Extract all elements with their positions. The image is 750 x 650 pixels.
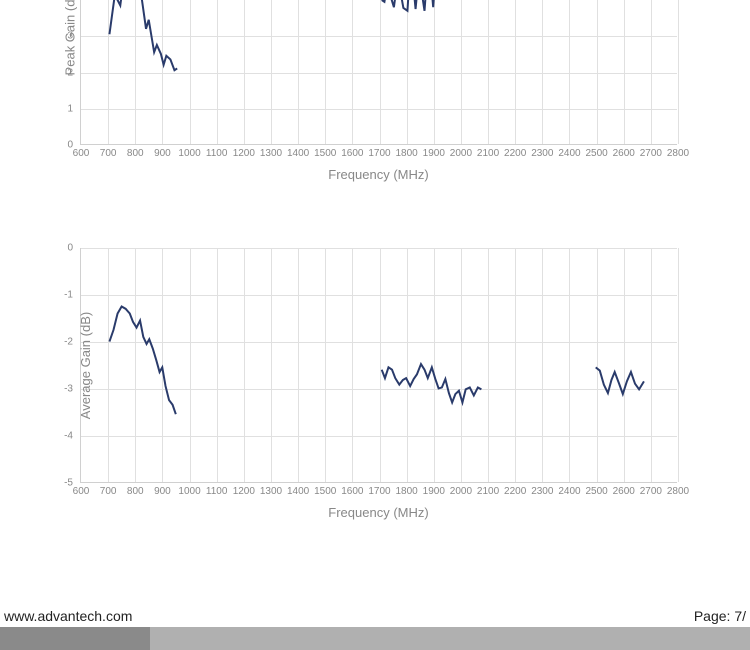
average-gain-series-1 [382, 364, 482, 402]
xtick-label: 1800 [396, 486, 418, 497]
xtick-label: 900 [154, 486, 171, 497]
footer-stripe-light [150, 627, 750, 650]
ytick-label: 0 [67, 243, 73, 254]
xtick-label: 2100 [477, 486, 499, 497]
xtick-label: 600 [73, 486, 90, 497]
xtick-label: 800 [127, 486, 144, 497]
xtick-label: 2200 [504, 486, 526, 497]
xtick-label: 1000 [178, 486, 200, 497]
xtick-label: 2700 [640, 486, 662, 497]
xtick-label: 1900 [423, 486, 445, 497]
average-gain-chart: 600 700 800 900 1000 1100 1200 1300 1400 1500 1600… [0, 0, 750, 650]
average-gain-plot-area: 6007008009001000110012001300140015001600… [80, 248, 677, 483]
ytick-label: -5 [64, 478, 73, 489]
ytick-label: -3 [64, 384, 73, 395]
footer-stripe [0, 627, 750, 650]
page-footer: www.advantech.com Page: 7/ [0, 605, 750, 650]
xtick-label: 2600 [613, 486, 635, 497]
xtick-label: 2500 [585, 486, 607, 497]
xtick-label: 2800 [667, 486, 689, 497]
xtick-label: 700 [100, 486, 117, 497]
gridline-v [678, 248, 679, 482]
xtick-label: 1600 [341, 486, 363, 497]
average-gain-series-0 [109, 307, 175, 415]
footer-bar: www.advantech.com Page: 7/ [0, 605, 750, 627]
average-gain-ylabel: Average Gain (dB) [78, 311, 93, 418]
footer-page: Page: 7/ [694, 608, 746, 624]
xtick-label: 1100 [206, 486, 228, 497]
xtick-label: 2300 [531, 486, 553, 497]
xtick-label: 1400 [287, 486, 309, 497]
footer-url: www.advantech.com [4, 608, 132, 624]
average-gain-data-svg [81, 248, 677, 482]
xtick-label: 2000 [450, 486, 472, 497]
xtick-label: 1500 [314, 486, 336, 497]
ytick-label: -1 [64, 290, 73, 301]
average-gain-series-2 [596, 367, 644, 394]
xtick-label: 1700 [368, 486, 390, 497]
xtick-label: 1300 [260, 486, 282, 497]
average-gain-xlabel: Frequency (MHz) [328, 505, 428, 520]
ytick-label: -4 [64, 431, 73, 442]
footer-stripe-dark [0, 627, 150, 650]
ytick-label: -2 [64, 337, 73, 348]
xtick-label: 1200 [233, 486, 255, 497]
xtick-label: 2400 [558, 486, 580, 497]
